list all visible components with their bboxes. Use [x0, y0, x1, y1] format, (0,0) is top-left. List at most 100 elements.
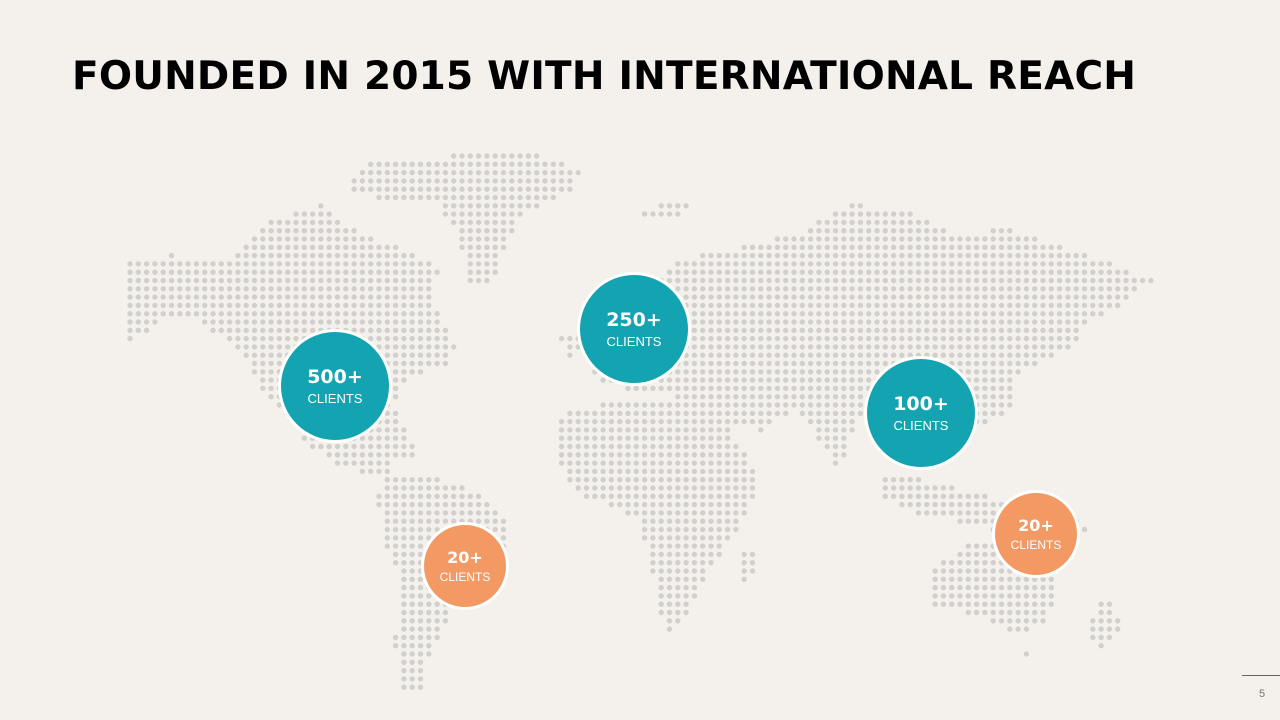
- map-dot: [276, 311, 283, 317]
- map-dot: [384, 286, 390, 292]
- map-dot: [641, 485, 648, 491]
- map-dot: [459, 228, 465, 234]
- map-dot: [575, 468, 581, 475]
- map-dot: [849, 294, 855, 300]
- map-dot: [384, 443, 390, 450]
- map-dot: [982, 286, 988, 292]
- map-dot: [716, 518, 722, 524]
- map-dot: [700, 402, 706, 408]
- map-dot: [683, 510, 689, 516]
- map-dot: [766, 286, 772, 292]
- map-dot: [915, 477, 922, 483]
- map-dot: [716, 327, 722, 333]
- map-dot: [915, 219, 922, 226]
- map-dot: [484, 161, 490, 167]
- map-dot: [700, 261, 706, 267]
- map-dot: [691, 518, 698, 524]
- map-dot: [675, 543, 681, 549]
- map-dot: [866, 236, 872, 242]
- map-dot: [600, 427, 606, 433]
- map-dot: [1073, 294, 1079, 300]
- map-dot: [965, 319, 971, 325]
- map-dot: [857, 410, 864, 416]
- map-dot: [882, 485, 888, 491]
- map-dot: [409, 443, 415, 450]
- map-dot: [899, 252, 905, 259]
- map-dot: [824, 236, 830, 242]
- map-dot: [700, 485, 706, 491]
- map-dot: [982, 327, 988, 333]
- map-dot: [368, 311, 374, 317]
- map-dot: [866, 311, 872, 317]
- map-dot: [401, 435, 407, 441]
- map-dot: [708, 261, 714, 267]
- map-dot: [1023, 294, 1030, 300]
- map-dot: [392, 344, 399, 350]
- map-dot: [426, 501, 432, 508]
- map-dot: [791, 294, 797, 300]
- map-dot: [417, 676, 424, 682]
- map-dot: [957, 244, 963, 250]
- map-dot: [1040, 576, 1046, 582]
- map-dot: [351, 311, 357, 317]
- map-dot: [940, 335, 947, 342]
- map-dot: [774, 402, 781, 408]
- map-dot: [401, 593, 407, 599]
- map-dot: [575, 485, 581, 491]
- map-dot: [832, 261, 839, 267]
- map-dot: [434, 477, 440, 483]
- map-dot: [866, 302, 872, 309]
- map-dot: [691, 261, 698, 267]
- map-dot: [243, 252, 249, 259]
- map-dot: [791, 402, 797, 408]
- map-dot: [924, 302, 930, 309]
- map-dot: [724, 352, 731, 358]
- map-dot: [384, 178, 390, 184]
- map-dot: [816, 319, 822, 325]
- map-dot: [583, 493, 590, 499]
- map-dot: [301, 219, 307, 226]
- map-dot: [990, 286, 996, 292]
- map-dot: [1040, 601, 1046, 607]
- map-dot: [841, 236, 847, 242]
- map-dot: [143, 261, 150, 267]
- map-dot: [1023, 601, 1030, 607]
- map-dot: [841, 418, 847, 425]
- map-dot: [675, 560, 681, 566]
- map-dot: [1032, 244, 1038, 250]
- map-dot: [774, 294, 781, 300]
- map-dot: [550, 161, 556, 167]
- map-dot: [650, 211, 656, 217]
- map-dot: [924, 485, 930, 491]
- map-dot: [799, 335, 805, 342]
- map-dot: [268, 360, 274, 367]
- map-dot: [575, 435, 581, 441]
- map-dot: [434, 269, 440, 275]
- map-dot: [243, 335, 249, 342]
- map-dot: [1015, 277, 1021, 284]
- map-dot: [708, 427, 714, 433]
- map-dot: [716, 402, 722, 408]
- map-dot: [1048, 261, 1055, 267]
- map-dot: [973, 568, 980, 574]
- map-dot: [633, 485, 639, 491]
- map-dot: [467, 236, 473, 242]
- map-dot: [691, 286, 698, 292]
- map-dot: [658, 609, 664, 616]
- map-dot: [235, 335, 241, 342]
- map-dot: [218, 286, 224, 292]
- map-dot: [758, 327, 764, 333]
- map-dot: [567, 443, 573, 450]
- map-dot: [841, 352, 847, 358]
- map-dot: [866, 228, 872, 234]
- map-dot: [749, 352, 756, 358]
- map-dot: [766, 377, 772, 383]
- map-dot: [724, 377, 731, 383]
- map-dot: [285, 286, 291, 292]
- map-dot: [392, 493, 399, 499]
- map-dot: [417, 477, 424, 483]
- map-dot: [832, 369, 839, 375]
- map-dot: [716, 286, 722, 292]
- map-dot: [998, 269, 1005, 275]
- map-dot: [351, 178, 357, 184]
